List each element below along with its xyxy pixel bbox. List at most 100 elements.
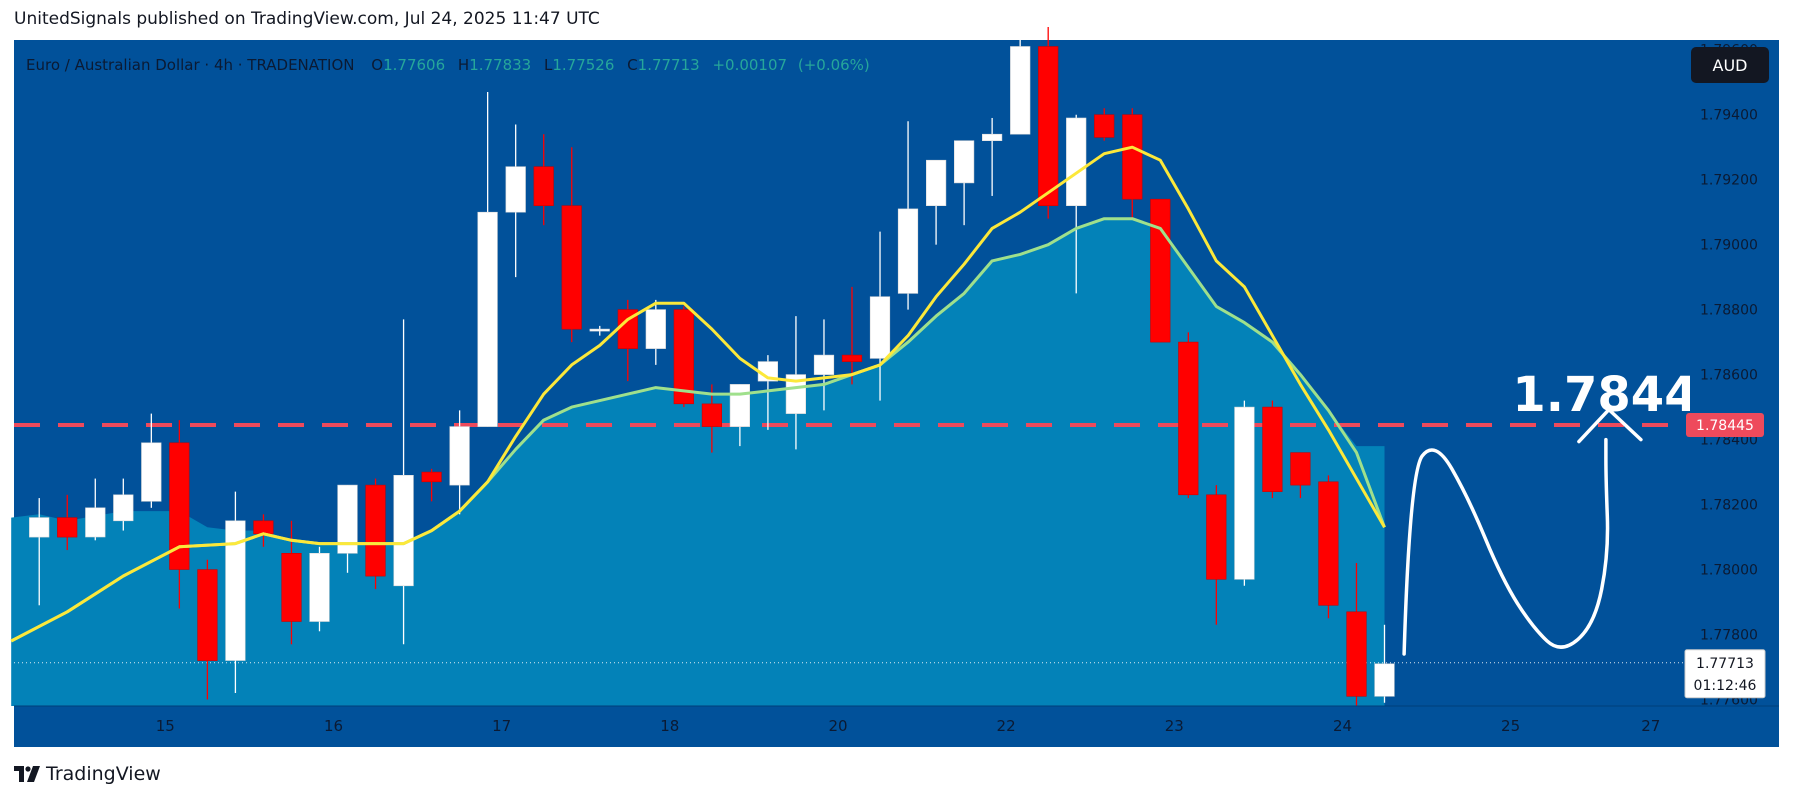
price-tick-label: 1.77800 xyxy=(1700,628,1758,644)
candle-body xyxy=(141,442,162,502)
candle-body xyxy=(505,166,526,213)
candle-body xyxy=(477,211,498,427)
low-value: 1.77526 xyxy=(552,56,614,74)
time-axis: 15 16 17 18 20 22 23 24 25 27 xyxy=(14,705,1779,747)
resistance-price-tag xyxy=(1686,412,1764,437)
change-percent: (+0.06%) xyxy=(798,56,870,74)
candle-body xyxy=(785,374,806,414)
low-label: L xyxy=(544,56,553,74)
candle-body xyxy=(1346,611,1367,697)
time-tick-label: 24 xyxy=(1333,717,1352,735)
time-tick-label: 18 xyxy=(660,717,679,735)
candle-body xyxy=(85,507,106,538)
candle-body xyxy=(29,517,50,538)
candle-body xyxy=(421,471,442,483)
candle-body xyxy=(113,494,134,522)
candle-body xyxy=(197,569,218,661)
symbol-title: Euro / Australian Dollar · 4h · TRADENAT… xyxy=(26,56,355,74)
time-tick-label: 22 xyxy=(997,717,1016,735)
candle-body xyxy=(1178,341,1199,496)
candle-body xyxy=(589,328,610,332)
candle-body xyxy=(253,520,274,535)
candle-body xyxy=(1234,406,1255,580)
candle-body xyxy=(925,159,947,206)
time-tick-label: 20 xyxy=(828,717,847,735)
candle-body xyxy=(169,442,190,570)
time-tick-label: 27 xyxy=(1641,717,1660,735)
candle-body xyxy=(1262,406,1283,492)
candle-body xyxy=(1010,46,1031,135)
candle-body xyxy=(1206,494,1227,580)
candle-body xyxy=(981,133,1003,141)
high-label: H xyxy=(458,56,469,74)
candle-body xyxy=(1290,452,1311,486)
candle-body xyxy=(701,403,722,427)
candle-body xyxy=(645,309,666,349)
price-axis-background xyxy=(1690,40,1779,706)
moving-averages xyxy=(10,145,1386,643)
candle-body xyxy=(1122,114,1143,200)
indicator-cloud xyxy=(11,218,1385,706)
price-tick-label: 1.78000 xyxy=(1700,563,1758,579)
tradingview-logo[interactable]: TradingView xyxy=(14,763,161,785)
projection-arrowhead xyxy=(1577,407,1643,444)
price-tick-label: 1.79200 xyxy=(1700,173,1758,189)
resistance-price-tag-label: 1.78445 xyxy=(1696,418,1754,434)
candle-body xyxy=(281,552,302,622)
time-tick-label: 25 xyxy=(1501,717,1520,735)
last-price-tag-label: 1.77713 xyxy=(1696,656,1754,672)
candle-body xyxy=(533,166,554,206)
candle-body xyxy=(1094,114,1115,138)
open-value: 1.77606 xyxy=(383,56,445,74)
candle-body xyxy=(561,205,582,330)
projection-wave xyxy=(1402,437,1610,656)
candle-body xyxy=(813,354,835,375)
price-tick-label: 1.79000 xyxy=(1700,238,1758,254)
candle-body xyxy=(393,474,414,587)
candle-body xyxy=(1038,46,1059,206)
change-value: +0.00107 xyxy=(712,56,787,74)
candle-body xyxy=(1318,481,1339,606)
countdown-label: 01:12:46 xyxy=(1694,678,1757,694)
candle-body xyxy=(1374,663,1395,697)
candle-body xyxy=(225,520,246,661)
time-tick-label: 23 xyxy=(1165,717,1184,735)
candle-body xyxy=(729,384,750,427)
currency-button[interactable]: AUD xyxy=(1691,47,1769,83)
candle-body xyxy=(841,354,863,362)
candle-body xyxy=(449,426,470,486)
candle-body xyxy=(869,296,891,359)
cloud-area xyxy=(11,218,1385,706)
ohlc-legend: Euro / Australian Dollar · 4h · TRADENAT… xyxy=(26,56,870,74)
candle-body xyxy=(673,309,694,405)
price-tick-label: 1.78200 xyxy=(1700,498,1758,514)
time-tick-label: 16 xyxy=(324,717,343,735)
candle-body xyxy=(1150,198,1171,343)
candle-body xyxy=(953,140,975,184)
close-value: 1.77713 xyxy=(638,56,700,74)
price-tick-label: 1.78800 xyxy=(1700,303,1758,319)
tradingview-logo-icon xyxy=(14,766,40,782)
candles xyxy=(29,27,1395,710)
high-value: 1.77833 xyxy=(469,56,531,74)
open-label: O xyxy=(371,56,383,74)
candle-body xyxy=(337,484,358,554)
candle-body xyxy=(897,208,919,294)
candle-body xyxy=(365,484,386,577)
price-axis: 1.796001.794001.792001.790001.788001.786… xyxy=(1684,40,1779,709)
candle-body xyxy=(309,552,330,622)
time-tick-label: 15 xyxy=(156,717,175,735)
price-tick-label: 1.79400 xyxy=(1700,108,1758,124)
close-label: C xyxy=(627,56,637,74)
ema-yellow-line xyxy=(10,145,1386,643)
candle-body xyxy=(1066,117,1087,206)
projection-path xyxy=(1402,407,1643,656)
price-tick-label: 1.78600 xyxy=(1700,368,1758,384)
last-price-tag xyxy=(1684,649,1766,699)
candle-body xyxy=(57,517,78,538)
publisher-attribution: UnitedSignals published on TradingView.c… xyxy=(14,9,600,29)
currency-label: AUD xyxy=(1713,56,1748,75)
tradingview-brand: TradingView xyxy=(46,763,161,785)
time-tick-label: 17 xyxy=(492,717,511,735)
